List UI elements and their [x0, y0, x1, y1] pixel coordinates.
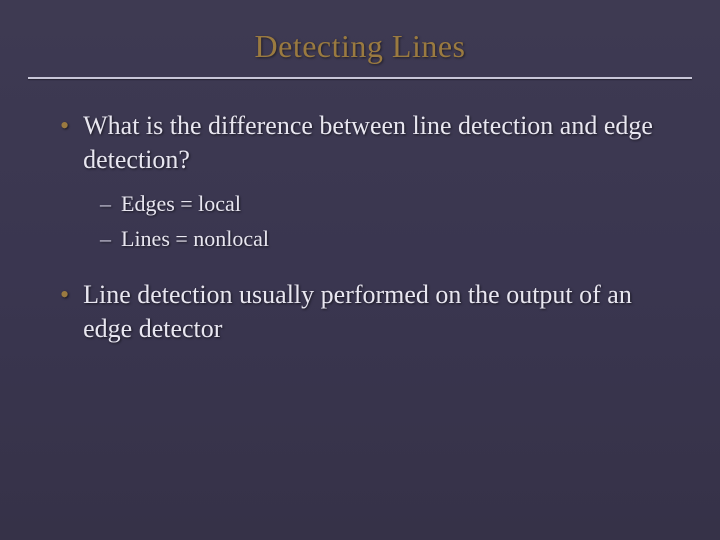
bullet-l2: – Edges = local — [60, 189, 660, 219]
slide: Detecting Lines • What is the difference… — [0, 0, 720, 540]
bullet-marker-icon: • — [60, 278, 69, 312]
bullet-l1-text: Line detection usually performed on the … — [83, 278, 660, 346]
dash-marker-icon: – — [100, 189, 111, 219]
bullet-group-2: • Line detection usually performed on th… — [60, 278, 660, 346]
slide-content: • What is the difference between line de… — [0, 79, 720, 346]
bullet-marker-icon: • — [60, 109, 69, 143]
bullet-l1-text: What is the difference between line dete… — [83, 109, 660, 177]
bullet-l1: • What is the difference between line de… — [60, 109, 660, 177]
bullet-l2: – Lines = nonlocal — [60, 224, 660, 254]
bullet-group-1: • What is the difference between line de… — [60, 109, 660, 254]
bullet-l2-text: Edges = local — [121, 189, 660, 219]
bullet-l1: • Line detection usually performed on th… — [60, 278, 660, 346]
slide-title: Detecting Lines — [0, 0, 720, 77]
bullet-l2-text: Lines = nonlocal — [121, 224, 660, 254]
dash-marker-icon: – — [100, 224, 111, 254]
